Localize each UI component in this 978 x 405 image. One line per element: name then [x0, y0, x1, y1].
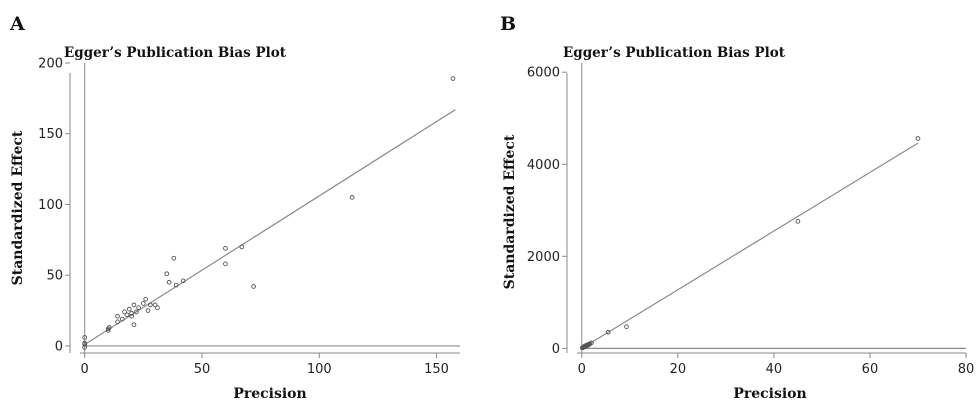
panel-letter: A — [9, 13, 25, 35]
data-point — [915, 136, 921, 141]
regression-line — [581, 142, 919, 349]
data-point — [82, 344, 88, 350]
data-point — [82, 335, 88, 340]
data-point — [605, 329, 611, 335]
y-tick-label: 4000 — [527, 158, 560, 173]
x-axis-label: Precision — [733, 386, 806, 402]
data-point — [589, 340, 594, 346]
data-point — [148, 302, 153, 308]
data-points — [579, 136, 921, 351]
panel-a: A Egger’s Publication Bias Plot Standard… — [9, 13, 460, 402]
y-axis-label: Standardized Effect — [502, 134, 518, 289]
axes — [566, 63, 966, 354]
data-point — [795, 218, 801, 224]
data-point — [119, 316, 125, 322]
data-point — [143, 296, 149, 302]
x-tick-label: 40 — [766, 362, 783, 377]
x-tick-label: 100 — [307, 362, 332, 377]
data-point — [155, 305, 160, 311]
data-point — [223, 245, 228, 251]
data-point — [82, 342, 88, 347]
x-tick-label: 50 — [194, 362, 211, 377]
y-tick-label: 6000 — [527, 66, 560, 81]
x-axis-label: Precision — [233, 386, 306, 402]
x-tick-label: 0 — [578, 362, 586, 377]
x-tick-label: 20 — [670, 362, 687, 377]
lines — [581, 142, 966, 349]
ticks: 0 2000 4000 6000 0 20 40 60 80 — [527, 66, 974, 377]
data-point — [152, 302, 158, 308]
y-tick-label: 2000 — [527, 250, 560, 265]
regression-line — [84, 109, 456, 346]
data-point — [171, 255, 177, 261]
data-point — [124, 312, 130, 318]
data-point — [115, 319, 120, 325]
lines — [84, 109, 460, 347]
data-point — [133, 309, 139, 315]
plot-title: Egger’s Publication Bias Plot — [64, 45, 287, 61]
y-tick-label: 150 — [38, 127, 63, 142]
data-point — [164, 271, 170, 277]
data-point — [624, 324, 629, 330]
y-tick-label: 0 — [552, 342, 560, 357]
y-tick-label: 100 — [38, 198, 63, 213]
data-point — [145, 308, 151, 313]
data-point — [251, 284, 256, 289]
panel-b: B Egger’s Publication Bias Plot Standard… — [500, 13, 974, 402]
data-point — [180, 278, 186, 284]
data-point — [105, 328, 111, 333]
plot-title: Egger’s Publication Bias Plot — [563, 45, 786, 61]
data-point — [136, 305, 141, 311]
x-tick-label: 0 — [81, 362, 89, 377]
data-point — [349, 195, 355, 200]
data-points — [82, 76, 456, 350]
panel-letter: B — [500, 13, 516, 35]
y-tick-label: 0 — [55, 339, 63, 354]
data-point — [140, 301, 146, 306]
data-point — [129, 311, 134, 316]
x-tick-label: 60 — [862, 362, 879, 377]
data-point — [239, 244, 245, 250]
x-tick-label: 80 — [958, 362, 975, 377]
x-tick-label: 150 — [424, 362, 449, 377]
data-point — [122, 309, 127, 315]
data-point — [115, 313, 120, 319]
y-axis-label: Standardized Effect — [10, 130, 26, 285]
data-point — [450, 76, 456, 81]
y-tick-label: 50 — [46, 269, 63, 284]
data-point — [223, 261, 228, 267]
data-point — [106, 325, 112, 330]
data-point — [166, 279, 172, 285]
axes — [69, 63, 460, 354]
data-point — [131, 302, 137, 308]
data-point — [126, 306, 132, 312]
ticks: 0 50 100 150 200 0 50 100 150 — [38, 57, 449, 378]
data-point — [129, 313, 134, 319]
data-point — [131, 322, 137, 328]
data-point — [173, 282, 179, 288]
y-tick-label: 200 — [38, 57, 63, 72]
